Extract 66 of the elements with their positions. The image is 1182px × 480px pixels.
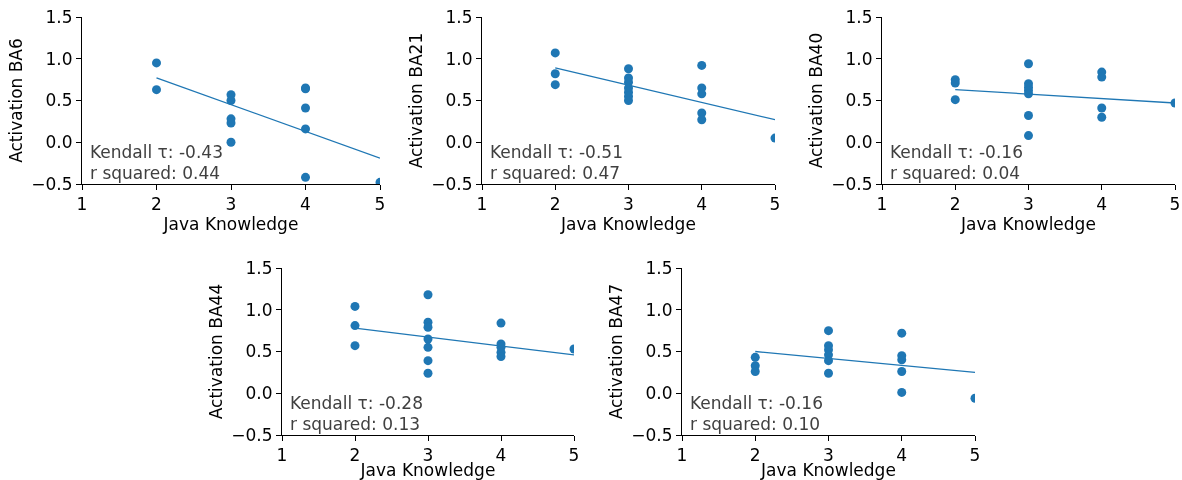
x-tick-label: 5 <box>769 194 781 215</box>
y-tick-label: −0.5 <box>831 173 873 194</box>
y-axis-title: Activation BA44 <box>205 283 226 420</box>
y-axis-title: Activation BA40 <box>805 32 826 169</box>
x-tick-label: 4 <box>1096 194 1108 215</box>
y-tick-label: 0.5 <box>245 341 273 362</box>
x-tick-label: 3 <box>623 194 634 215</box>
x-tick-label: 5 <box>374 194 386 215</box>
y-tick-label: 0.5 <box>845 90 873 111</box>
y-tick-label: −0.5 <box>431 173 473 194</box>
annotation: Kendall τ: -0.28 <box>290 393 423 413</box>
y-tick-label: 1.5 <box>645 257 673 278</box>
x-axis-title: Java Knowledge <box>162 214 299 235</box>
y-tick-label: 1.5 <box>445 6 473 27</box>
y-tick-label: 1.5 <box>45 6 73 27</box>
y-axis-title: Activation BA6 <box>5 38 26 163</box>
x-tick-label: 1 <box>76 194 88 215</box>
y-tick-label: 0.0 <box>645 383 673 404</box>
x-tick-label: 3 <box>225 194 237 215</box>
annotation: r squared: 0.13 <box>290 414 421 434</box>
y-tick-label: 0.0 <box>845 132 873 153</box>
annotation: Kendall τ: -0.43 <box>90 142 223 162</box>
y-tick-label: −0.5 <box>31 173 73 194</box>
x-tick-label: 5 <box>1169 194 1181 215</box>
x-tick-label: 1 <box>276 445 288 466</box>
y-tick-label: 0.0 <box>45 132 73 153</box>
x-tick-label: 1 <box>476 194 488 215</box>
annotation: r squared: 0.44 <box>90 163 221 183</box>
y-tick-label: 1.0 <box>845 48 873 69</box>
y-tick-label: 1.5 <box>245 257 273 278</box>
x-tick-label: 3 <box>1023 194 1034 215</box>
y-tick-label: 0.5 <box>645 341 673 362</box>
x-tick-label: 2 <box>151 194 162 215</box>
x-tick-label: 4 <box>896 445 908 466</box>
y-tick-label: 1.0 <box>645 299 673 320</box>
x-tick-label: 1 <box>676 445 688 466</box>
y-tick-label: 1.5 <box>845 6 873 27</box>
annotation: Kendall τ: -0.51 <box>490 142 623 162</box>
y-tick-label: 1.0 <box>445 48 473 69</box>
y-tick-label: 1.0 <box>45 48 73 69</box>
x-tick-label: 5 <box>969 445 981 466</box>
y-tick-label: −0.5 <box>631 424 673 445</box>
y-tick-label: 0.0 <box>245 383 273 404</box>
y-axis-title: Activation BA21 <box>405 32 426 169</box>
annotation: r squared: 0.04 <box>890 163 1021 183</box>
annotation: Kendall τ: -0.16 <box>890 142 1023 162</box>
x-tick-label: 2 <box>749 445 761 466</box>
y-tick-label: 0.5 <box>445 90 473 111</box>
x-tick-label: 4 <box>696 194 708 215</box>
y-tick-label: 1.0 <box>245 299 273 320</box>
x-tick-label: 4 <box>495 445 507 466</box>
y-tick-label: −0.5 <box>231 424 273 445</box>
annotation: Kendall τ: -0.16 <box>690 393 823 413</box>
x-tick-label: 2 <box>349 445 361 466</box>
annotation: r squared: 0.47 <box>490 163 621 183</box>
x-tick-label: 2 <box>549 194 561 215</box>
y-tick-label: 0.0 <box>445 132 473 153</box>
x-tick-label: 4 <box>300 194 311 215</box>
y-axis-title: Activation BA47 <box>605 283 626 420</box>
x-tick-label: 5 <box>568 445 580 466</box>
y-tick-label: 0.5 <box>45 90 73 111</box>
annotation: r squared: 0.10 <box>690 414 821 434</box>
x-axis-title: Java Knowledge <box>960 214 1096 235</box>
x-tick-label: 1 <box>876 194 888 215</box>
x-axis-title: Java Knowledge <box>560 214 696 235</box>
x-tick-label: 2 <box>949 194 961 215</box>
